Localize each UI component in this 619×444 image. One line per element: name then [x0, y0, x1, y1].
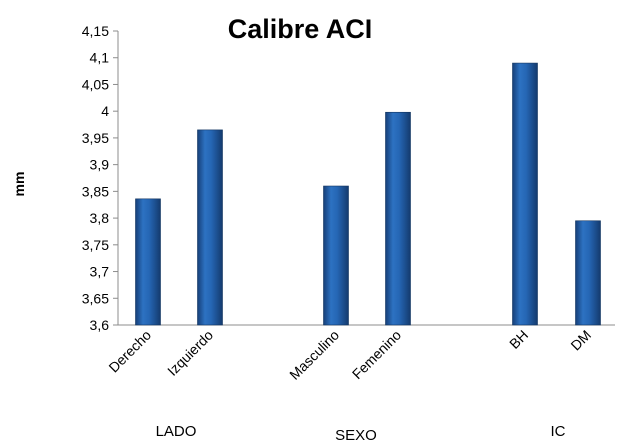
group-labels: LADO SEXO IC — [156, 423, 566, 444]
y-tick-label: 4,15 — [82, 23, 109, 39]
bar-dm — [575, 220, 601, 326]
bar-femenino — [385, 111, 411, 326]
x-tick-label: Masculino — [286, 327, 342, 383]
y-tick-label: 3,95 — [82, 130, 109, 146]
group-label-lado: LADO — [156, 423, 197, 440]
y-tick-label: 3,7 — [90, 264, 110, 280]
y-tick-label: 4,1 — [90, 50, 110, 66]
x-tick-label: Derecho — [105, 327, 154, 376]
bars — [135, 62, 601, 326]
x-tick-label: Izquierdo — [164, 327, 216, 379]
y-ticks: 3,6 3,65 3,7 3,75 3,8 3,85 3,9 3,95 4 4,05 4,1 4,15 — [82, 23, 118, 333]
y-tick-label: 3,65 — [82, 290, 109, 306]
y-tick-label: 3,8 — [90, 210, 110, 226]
y-tick-label: 4 — [101, 103, 109, 119]
bar-bh — [512, 62, 538, 326]
category-labels: Derecho Izquierdo Masculino Femenino BH DM — [105, 327, 594, 383]
y-tick-label: 3,9 — [90, 157, 110, 173]
y-tick-label: 4,05 — [82, 76, 109, 92]
bar-derecho — [135, 198, 161, 326]
x-tick-label: DM — [567, 327, 594, 354]
x-tick-label: Femenino — [349, 327, 404, 382]
bar-masculino — [323, 185, 349, 326]
y-tick-label: 3,75 — [82, 237, 109, 253]
y-tick-label: 3,6 — [90, 317, 110, 333]
y-axis-label: mm — [11, 172, 27, 197]
group-label-ic: IC — [551, 423, 566, 440]
x-tick-label: BH — [506, 327, 531, 352]
group-label-sexo: SEXO — [335, 427, 377, 444]
chart-title: Calibre ACI — [228, 14, 373, 44]
bar-izquierdo — [197, 129, 223, 326]
y-tick-label: 3,85 — [82, 183, 109, 199]
